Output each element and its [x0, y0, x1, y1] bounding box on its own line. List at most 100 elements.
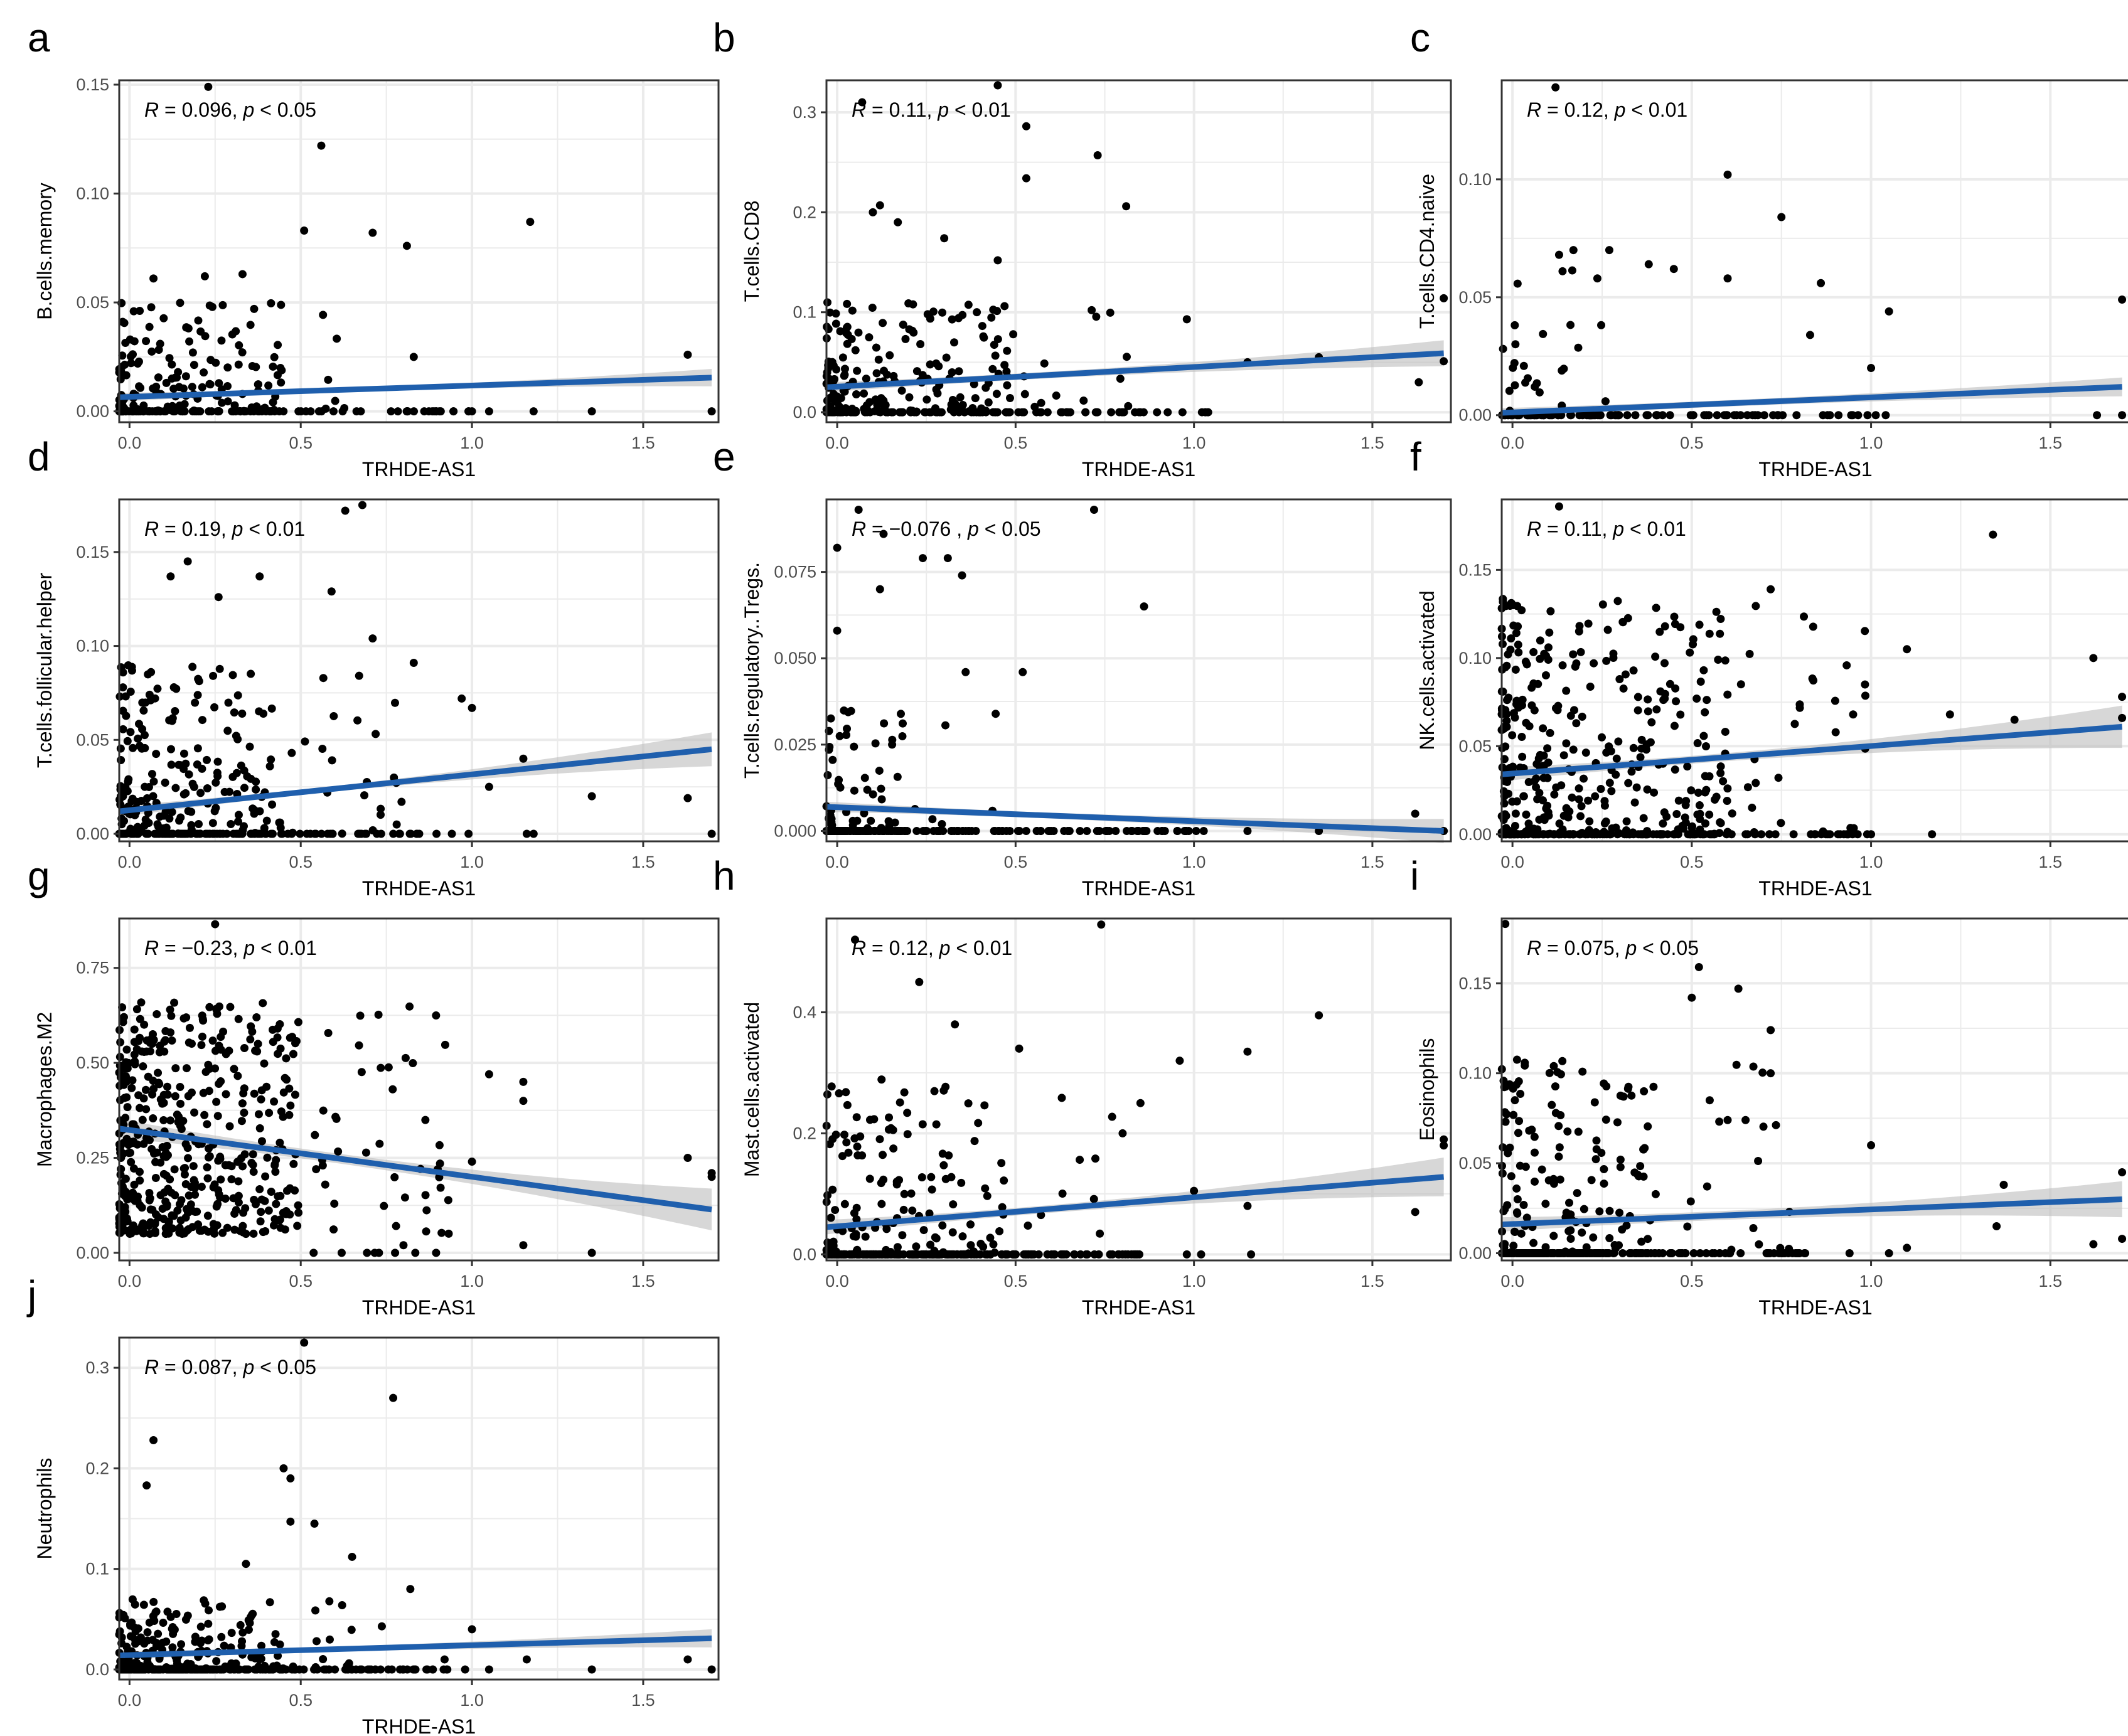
- data-point: [119, 725, 127, 733]
- data-point: [951, 399, 960, 408]
- x-tick-label: 0.5: [1680, 434, 1704, 452]
- data-point: [1504, 693, 1513, 702]
- data-point: [865, 1250, 874, 1259]
- data-point: [880, 719, 889, 728]
- data-point: [865, 1174, 874, 1183]
- data-point: [707, 829, 716, 838]
- data-point: [847, 1250, 856, 1259]
- data-point: [296, 829, 304, 838]
- data-point: [1566, 1226, 1575, 1235]
- data-point: [267, 755, 275, 764]
- data-point: [255, 407, 264, 416]
- data-point: [1243, 1047, 1252, 1056]
- data-point: [264, 1206, 273, 1215]
- data-point: [156, 407, 165, 416]
- data-point: [145, 322, 154, 331]
- data-point: [1989, 530, 1997, 539]
- data-point: [136, 306, 144, 315]
- data-point: [1508, 731, 1517, 740]
- data-point: [998, 1203, 1007, 1211]
- data-point: [214, 1186, 223, 1195]
- data-point: [1521, 378, 1530, 387]
- data-point: [227, 1162, 236, 1171]
- data-point: [2089, 654, 2098, 663]
- data-point: [990, 826, 998, 835]
- data-point: [227, 819, 235, 828]
- data-point: [191, 698, 200, 707]
- data-point: [273, 1024, 282, 1033]
- data-point: [1568, 266, 1576, 275]
- r-symbol: R: [852, 99, 866, 121]
- data-point: [197, 1226, 206, 1235]
- data-point: [1554, 502, 1563, 511]
- data-point: [190, 406, 198, 415]
- data-point: [1550, 790, 1559, 799]
- data-point: [1083, 826, 1091, 835]
- data-point: [142, 337, 151, 346]
- data-point: [831, 319, 840, 328]
- data-point: [136, 1014, 144, 1023]
- r-value: = 0.11,: [1541, 518, 1613, 540]
- data-point: [166, 1005, 174, 1014]
- data-point: [1076, 826, 1084, 835]
- data-point: [1842, 830, 1851, 839]
- data-point: [232, 829, 240, 838]
- data-point: [1022, 826, 1030, 835]
- data-point: [187, 821, 196, 829]
- data-point: [286, 1101, 295, 1110]
- data-point: [889, 1126, 897, 1134]
- data-point: [119, 829, 127, 838]
- data-point: [192, 829, 201, 838]
- data-point: [896, 1250, 904, 1259]
- data-point: [211, 920, 220, 929]
- data-point: [389, 1393, 398, 1402]
- data-point: [964, 301, 973, 309]
- data-point: [356, 1011, 365, 1020]
- data-point: [1564, 813, 1573, 822]
- data-point: [1095, 826, 1104, 835]
- data-point: [190, 1108, 199, 1117]
- data-point: [1612, 823, 1620, 832]
- data-point: [879, 1175, 888, 1184]
- data-point: [1000, 1176, 1008, 1185]
- data-point: [1767, 1069, 1775, 1078]
- data-point: [1772, 1121, 1780, 1129]
- x-tick-label: 1.5: [631, 434, 655, 452]
- data-point: [1544, 758, 1553, 767]
- data-point: [1637, 735, 1646, 744]
- data-point: [1723, 784, 1732, 793]
- data-point: [432, 1249, 441, 1257]
- data-point: [851, 346, 860, 354]
- data-point: [948, 1250, 957, 1259]
- data-point: [261, 829, 270, 838]
- data-point: [201, 1068, 210, 1077]
- data-point: [246, 321, 255, 329]
- data-point: [529, 407, 538, 416]
- data-point: [1625, 830, 1633, 839]
- data-point: [1091, 1154, 1099, 1163]
- data-point: [1694, 788, 1703, 797]
- p-symbol: p: [937, 99, 949, 121]
- data-point: [1598, 733, 1607, 742]
- data-point: [348, 1552, 356, 1561]
- trend-line: [826, 1174, 1444, 1230]
- data-point: [877, 1075, 886, 1084]
- data-point: [167, 1011, 176, 1020]
- data-point: [1605, 830, 1614, 839]
- panel-letter: d: [28, 434, 50, 479]
- data-point: [968, 826, 976, 835]
- panel-a: a0.0 0.5 1.0 1.50.000.050.100.15TRHDE-AS1B.…: [28, 15, 720, 481]
- data-point: [154, 822, 163, 831]
- data-point: [1043, 408, 1052, 417]
- r-symbol: R: [852, 937, 866, 959]
- data-point: [1642, 745, 1650, 754]
- data-point: [1546, 607, 1555, 615]
- data-point: [287, 748, 296, 757]
- data-point: [1751, 602, 1760, 610]
- plot-border: [1500, 498, 2128, 843]
- data-point: [1511, 809, 1520, 818]
- x-tick-label: 1.0: [1182, 434, 1206, 452]
- data-point: [166, 1116, 174, 1125]
- x-axis-title: TRHDE-AS1: [1758, 877, 1872, 900]
- data-point: [1024, 1221, 1032, 1230]
